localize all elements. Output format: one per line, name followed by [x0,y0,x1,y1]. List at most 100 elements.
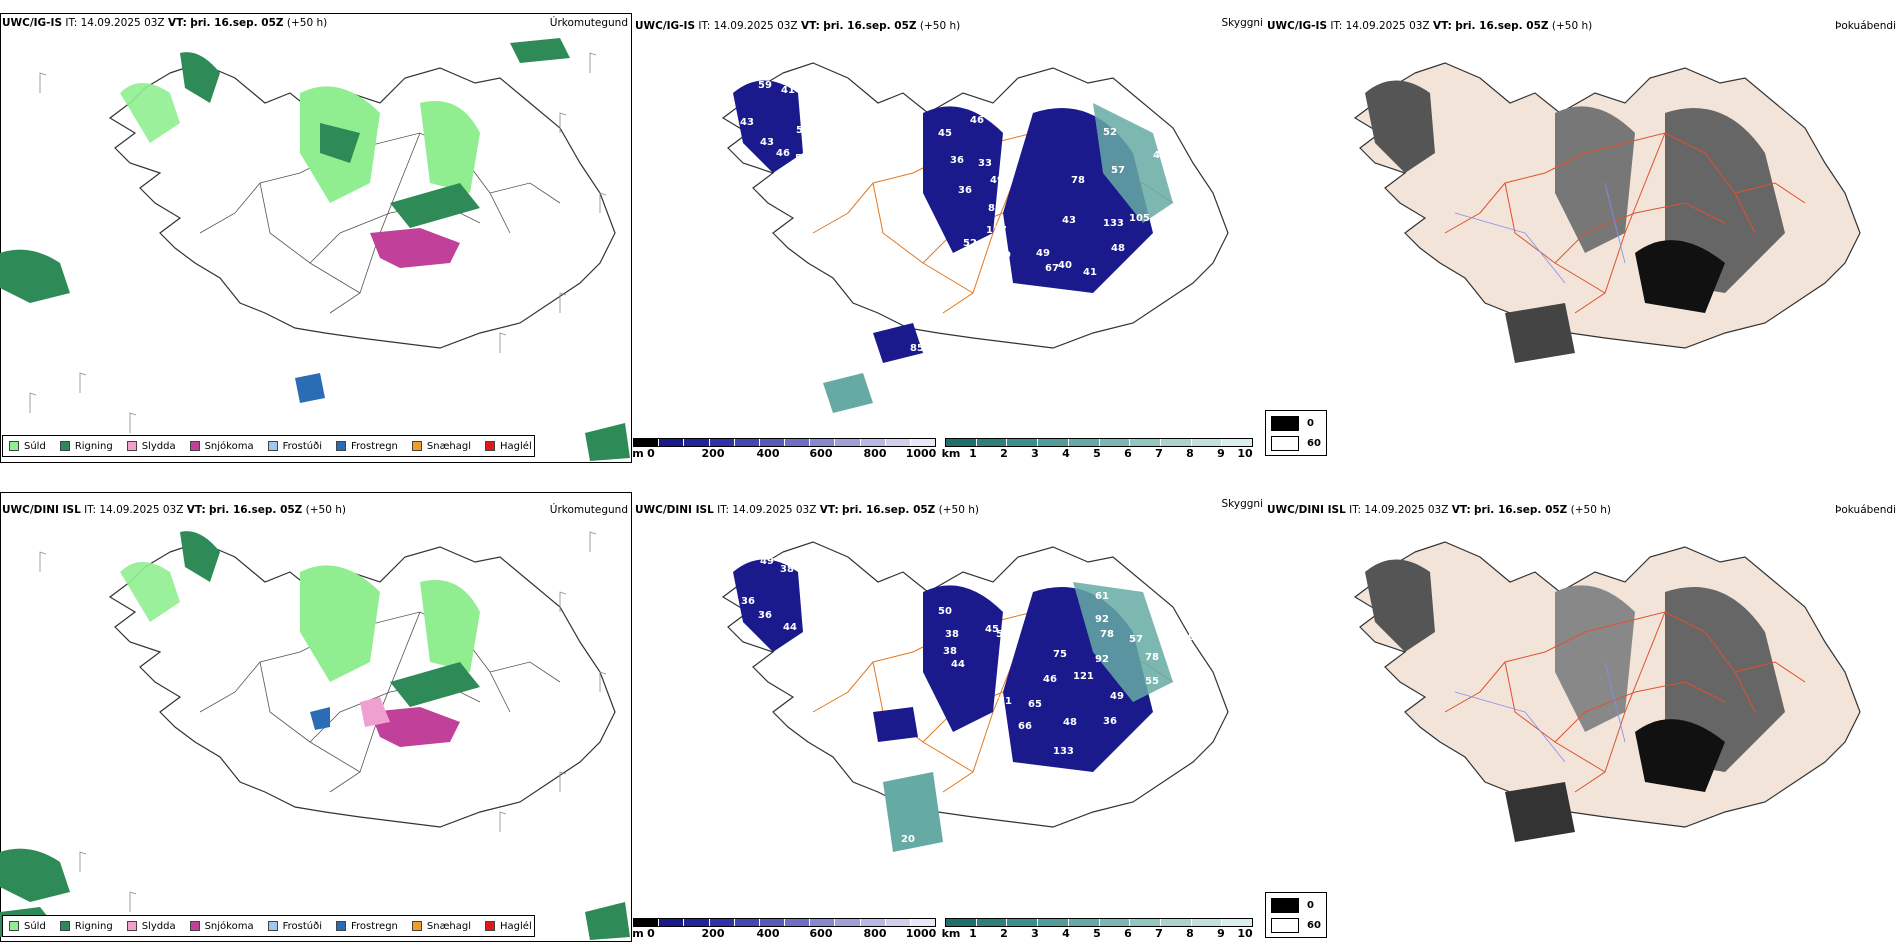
ceiling-value: 87 [1054,292,1068,303]
panel-title: Skyggni [1221,17,1264,29]
ceiling-colorbar-cells [633,918,936,927]
vt-time: þri. 16.sep. 05Z [1455,20,1549,32]
legend-item: Súld [9,921,46,932]
ceiling-value: 36 [758,610,772,621]
lead-time: (+50 h) [286,17,328,29]
ceiling-value: 78 [1145,652,1159,663]
lead-time: (+50 h) [305,504,346,516]
ceiling-value: 66 [1018,721,1032,732]
panel-header: UWC/DINI ISL IT: 14.09.2025 03Z VT: þri.… [1267,504,1611,516]
ceiling-value: 70 [1181,632,1195,643]
it-prefix: IT: [1330,20,1343,32]
vt-prefix: VT: [167,17,187,29]
model-name: UWC/IG-IS [635,20,696,32]
ceiling-value: 79 [938,802,952,813]
ceiling-value: 52 [963,238,977,249]
it-prefix: IT: [698,20,711,32]
vt-prefix: VT: [819,504,839,516]
ceiling-value: 55 [919,704,933,715]
legend-item: Haglél [485,921,532,932]
vt-prefix: VT: [800,20,820,32]
it-prefix: IT: [65,17,78,29]
legend-item: Frostregn [336,441,398,452]
precip-legend: Súld Rigning Slydda Snjókoma Frostúði Fr… [2,915,535,937]
ceiling-value: 20 [901,834,915,845]
ceiling-value: 44 [783,622,797,633]
panel-header: UWC/IG-IS IT: 14.09.2025 03Z VT: þri. 16… [1267,20,1592,32]
visibility-colorbar-cells [945,918,1253,927]
precip-legend: Súld Rigning Slydda Snjókoma Frostúði Fr… [2,435,535,457]
ceiling-value: 38 [780,564,794,575]
ceiling-colorbar-cells [633,438,936,447]
legend-item: Snæhagl [411,441,471,452]
it-time: 14.09.2025 03Z [732,504,817,516]
ceiling-value: 43 [1062,215,1076,226]
it-prefix: IT: [1349,504,1362,516]
ceiling-value: 45 [938,128,952,139]
model-name: UWC/IG-IS [2,17,63,29]
ceiling-value: 71 [998,696,1012,707]
ceiling-value: 78 [1071,175,1085,186]
precip-map-frame [0,492,632,942]
legend-item: Haglél [485,441,532,452]
ceiling-value: 61 [1095,591,1109,602]
ceiling-value: 52 [1103,127,1117,138]
panel-title: Skyggni [1221,498,1264,510]
ceiling-value: 85 [910,343,924,354]
ceiling-value: 59 [758,80,772,91]
fog-legend-item: 60 [1271,436,1321,451]
ceiling-value: 36 [1103,716,1117,727]
ceiling-value: 51 [811,118,825,129]
fog-legend-item: 60 [1271,918,1321,933]
panel-header: UWC/DINI ISL IT: 14.09.2025 03Z VT: þri.… [635,504,979,516]
fog-legend: 0 60 [1265,892,1327,938]
ceiling-value: 46 [1153,150,1167,161]
vt-prefix: VT: [1451,504,1471,516]
ceiling-value: 92 [1095,654,1109,665]
vt-time: þri. 16.sep. 05Z [190,17,284,29]
ceiling-panel-row2: 49 38 36 36 48 44 46 50 38 45 38 57 44 6… [632,492,1264,942]
visibility-colorbar: km 1 2 3 4 5 6 7 8 9 10 [942,918,1253,941]
legend-item: Slydda [126,921,176,932]
ceiling-value: 942 [883,373,904,384]
ceiling-value: 33 [978,158,992,169]
ceiling-value: 57 [1129,634,1143,645]
ceiling-value: 36 [958,185,972,196]
ceiling-value: 57 [1111,165,1125,176]
visibility-colorbar: km 1 2 3 4 5 6 7 8 9 10 [941,438,1253,461]
panel-title: Þokuábendi [1835,504,1896,516]
fog-legend-item: 0 [1271,898,1314,913]
ceiling-map: 49 38 36 36 48 44 46 50 38 45 38 57 44 6… [722,541,1229,888]
panel-title: Þokuábendi [1835,20,1896,32]
ceiling-value: 46 [803,624,817,635]
ceiling-value: 36 [950,155,964,166]
legend-item: Snjókoma [189,921,254,932]
ceiling-value: 60 [1178,165,1192,176]
ceiling-panel-row1: 59 41 43 43 54 51 52 46 50 80 45 46 40 3… [632,13,1264,463]
ceiling-colorbar-labels: m 0 200 400 600 800 1000 [632,447,937,460]
ceiling-colorbar-labels: m 0 200 400 600 800 1000 [632,927,937,940]
ceiling-value: 133 [1103,218,1124,229]
ceiling-colorbar: m 0 200 400 600 800 1000 [632,438,937,461]
lead-time: (+50 h) [1551,20,1593,32]
panel-title: Úrkomutegund [549,504,628,516]
vt-time: þri. 16.sep. 05Z [209,504,303,516]
vt-time: þri. 16.sep. 05Z [823,20,917,32]
legend-item: Snjókoma [189,441,254,452]
ceiling-value: 38 [943,646,957,657]
legend-item: Frostúði [267,441,322,452]
visibility-colorbar-labels: km 1 2 3 4 5 6 7 8 9 10 [941,447,1253,460]
ceiling-value: 45 [985,624,999,635]
ceiling-value: 43 [760,137,774,148]
it-time: 14.09.2025 03Z [1364,504,1449,516]
ceiling-value: 79 [997,250,1011,261]
ceiling-value: 49 [990,175,1004,186]
ceiling-value: 117 [986,225,1007,236]
ceiling-value: 80 [805,183,819,194]
ceiling-value: 46 [776,148,790,159]
ceiling-value: 49 [760,556,774,567]
fog-map [1265,13,1900,413]
ceiling-value: 67 [1045,263,1059,274]
legend-item: Frostregn [336,921,398,932]
model-name: UWC/DINI ISL [1267,504,1346,516]
